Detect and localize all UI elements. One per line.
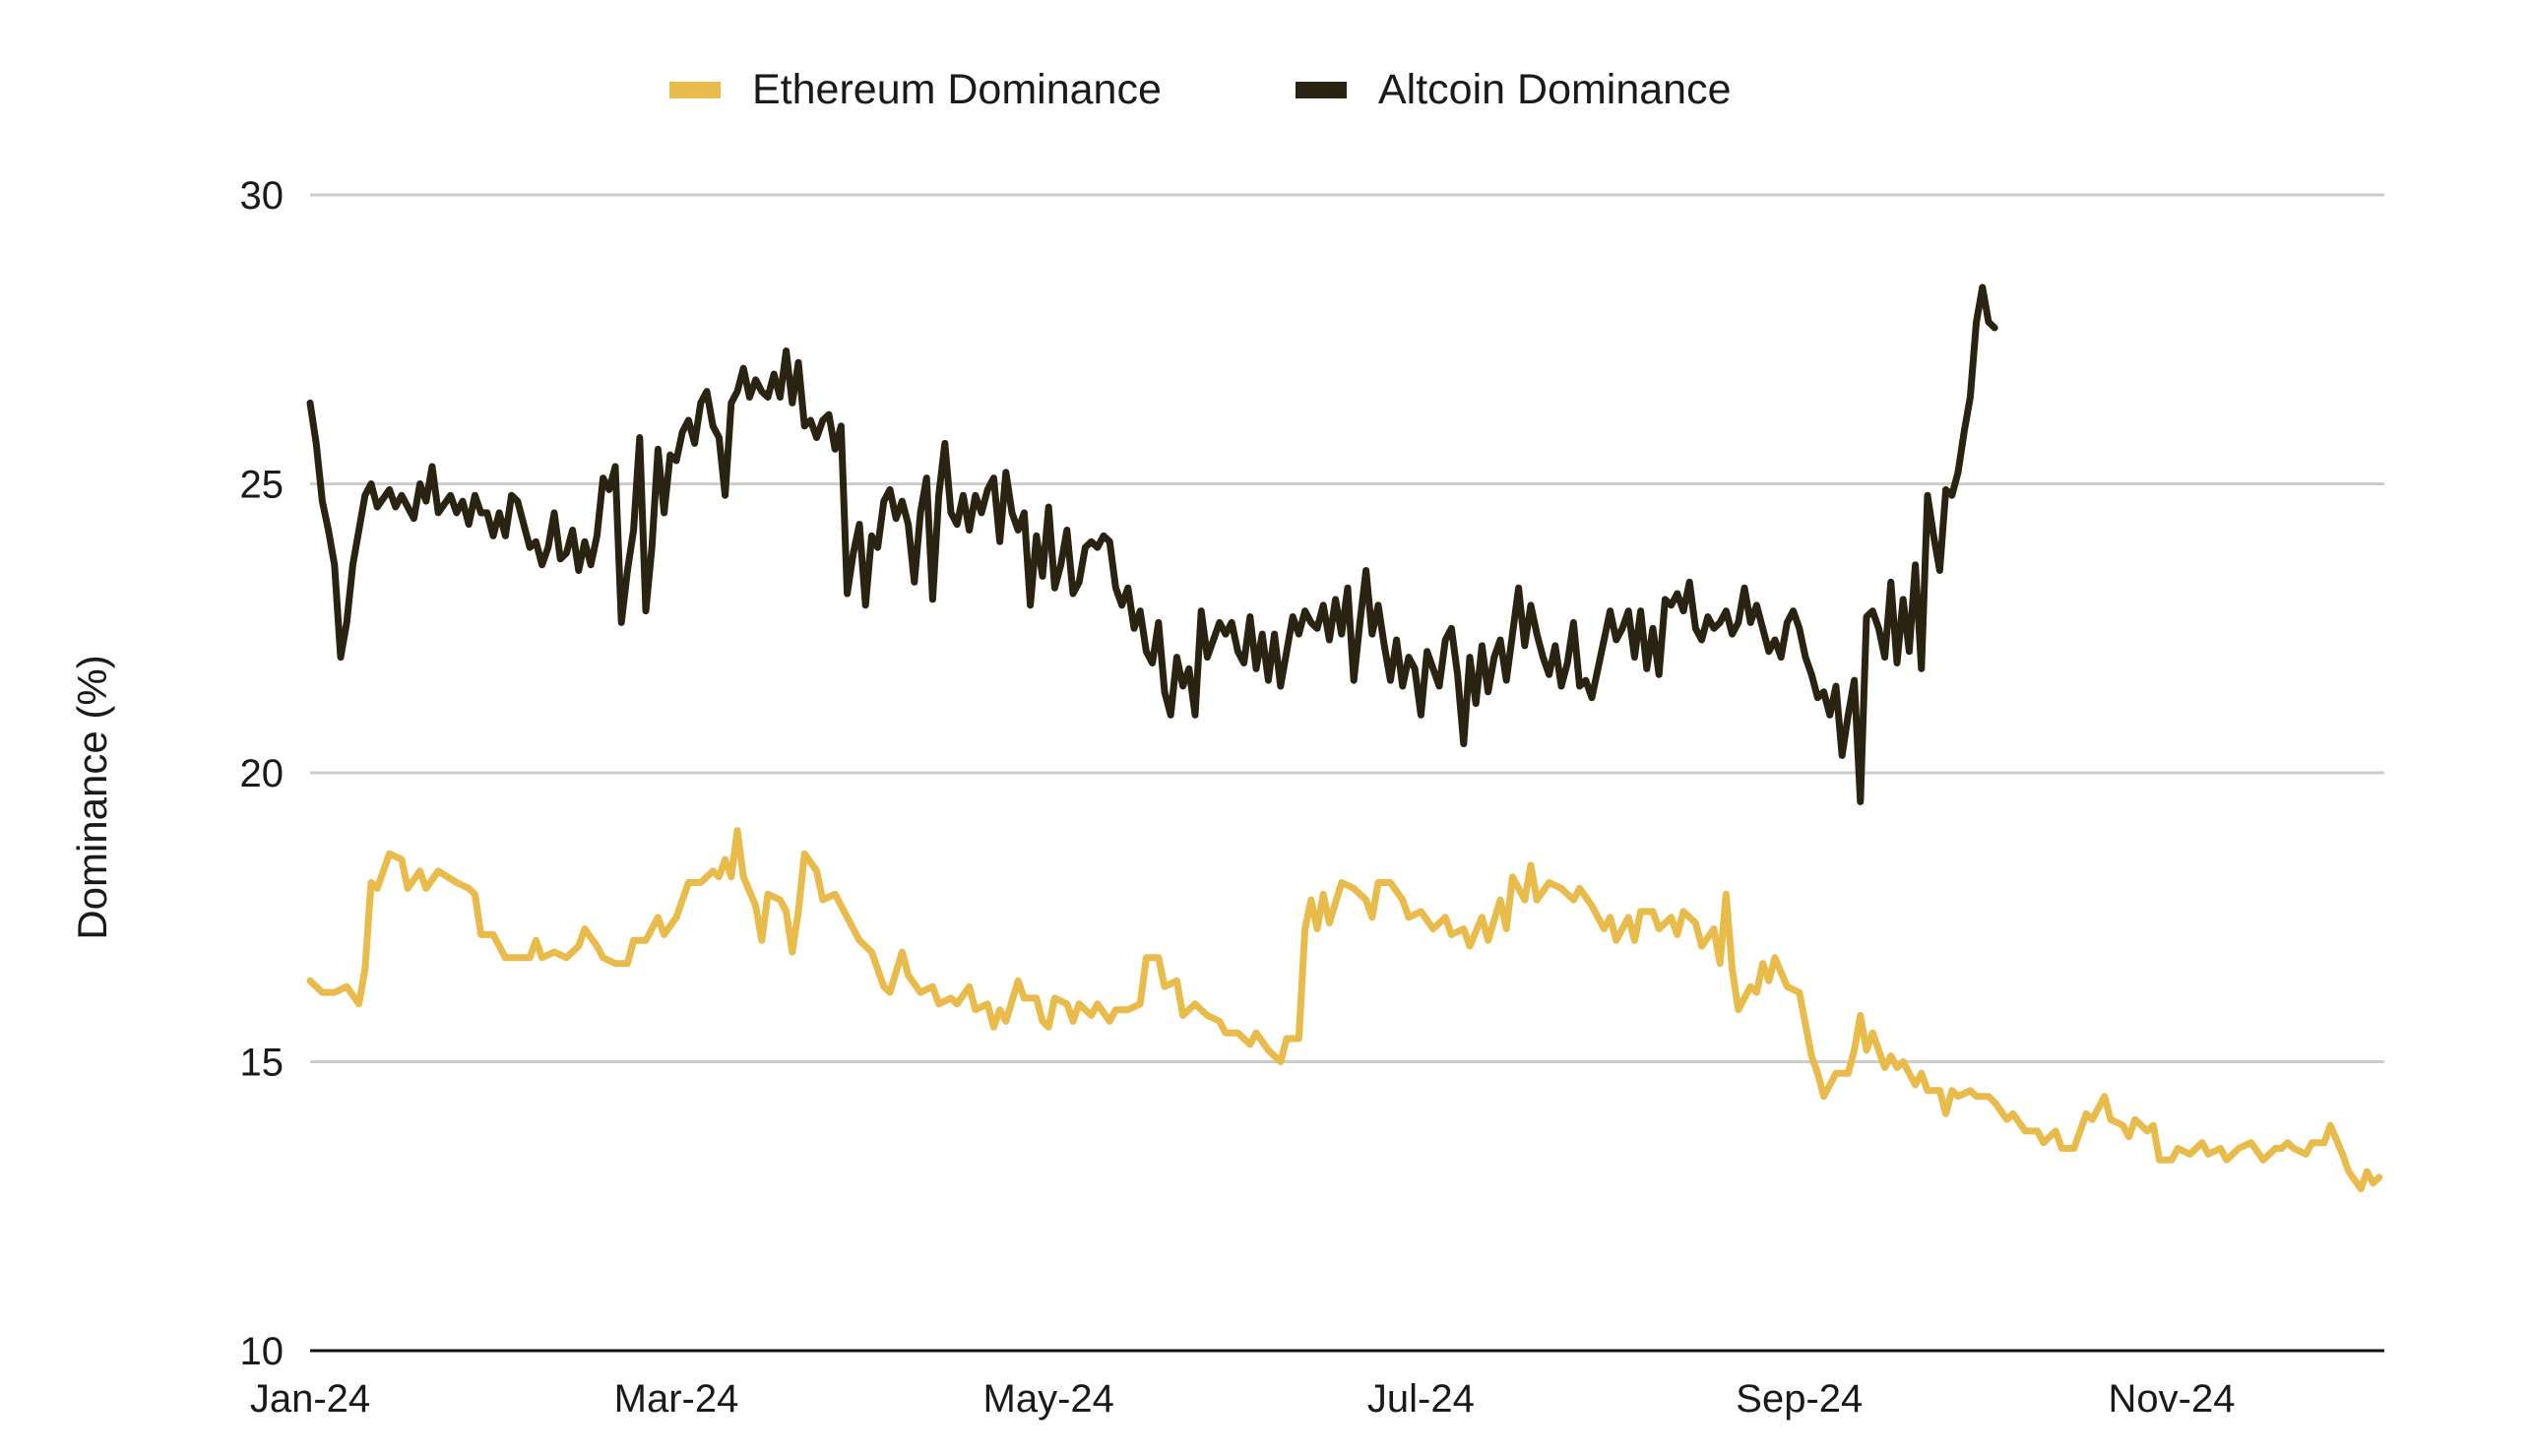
- y-axis-title: Dominance (%): [69, 655, 115, 939]
- x-tick-label: May-24: [983, 1377, 1114, 1421]
- x-tick-label: Nov-24: [2109, 1377, 2236, 1421]
- legend-swatch: [669, 82, 721, 98]
- legend-item-altcoin-dominance: Altcoin Dominance: [1296, 66, 1732, 113]
- series-lines: [306, 284, 2383, 1193]
- x-tick-label: Jul-24: [1367, 1377, 1475, 1421]
- x-tick-label: Sep-24: [1736, 1377, 1863, 1421]
- x-tick-label: Mar-24: [614, 1377, 739, 1421]
- y-tick-label: 30: [240, 174, 285, 218]
- x-axis-tick-labels: Jan-24 Mar-24 May-24 Jul-24 Sep-24 Nov-24: [250, 1377, 2236, 1421]
- series-line-altcoin-dominance: [306, 284, 1998, 805]
- x-tick-label: Jan-24: [250, 1377, 370, 1421]
- y-tick-label: 15: [240, 1042, 285, 1085]
- legend-swatch: [1296, 82, 1347, 98]
- legend-label: Altcoin Dominance: [1378, 66, 1732, 113]
- y-tick-label: 20: [240, 752, 285, 795]
- y-axis-tick-labels: 10 15 20 25 30: [240, 174, 285, 1373]
- y-gridlines: [310, 193, 2384, 1353]
- legend-item-ethereum-dominance: Ethereum Dominance: [669, 66, 1162, 113]
- chart-legend: Ethereum Dominance Altcoin Dominance: [669, 66, 1732, 113]
- series-line-ethereum-dominance: [306, 827, 2383, 1193]
- legend-label: Ethereum Dominance: [752, 66, 1162, 113]
- y-tick-label: 25: [240, 464, 285, 507]
- y-tick-label: 10: [240, 1330, 285, 1373]
